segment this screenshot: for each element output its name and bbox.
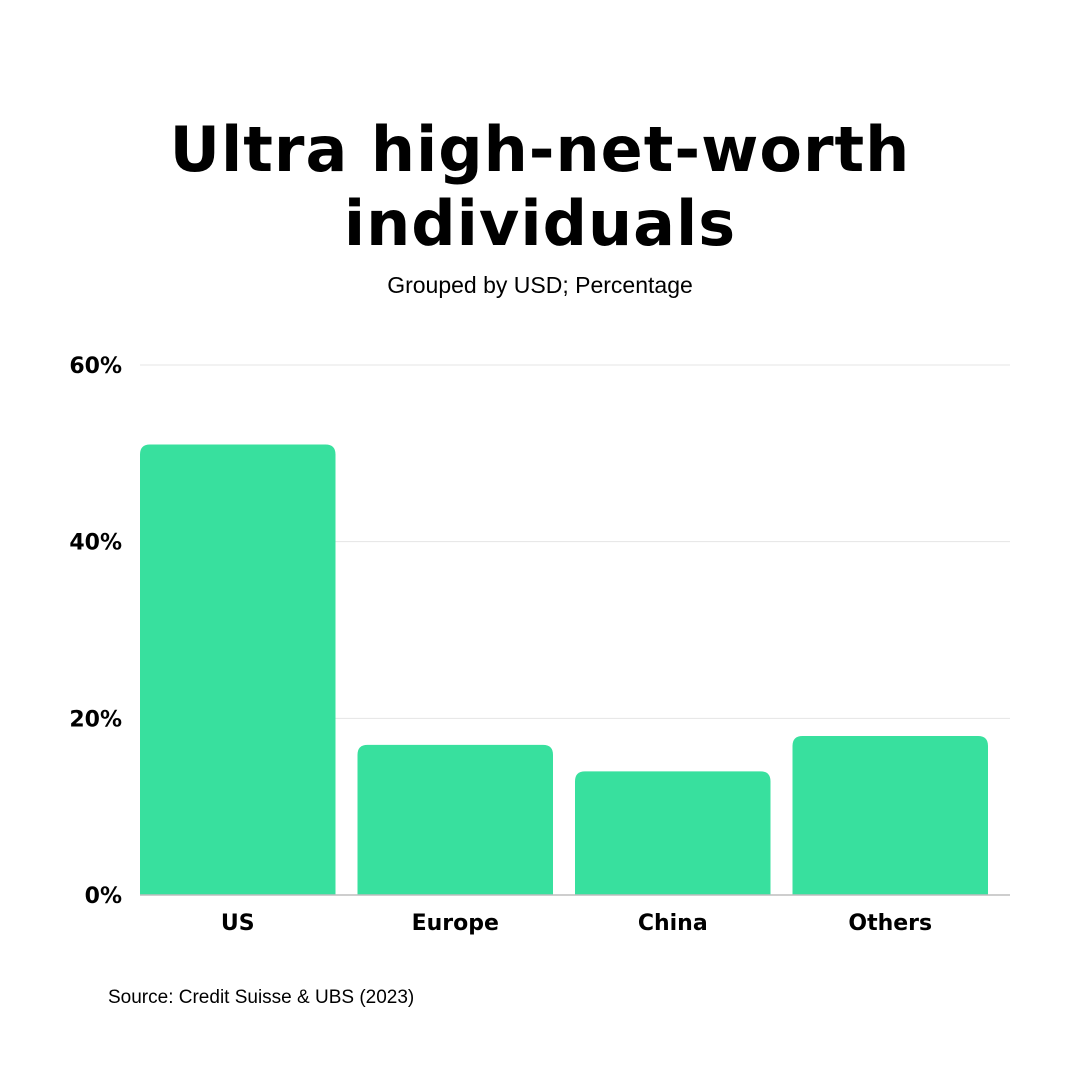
bar-china bbox=[575, 771, 771, 895]
x-tick-label: Europe bbox=[412, 911, 499, 936]
y-axis-tick-labels: 0% 20% 40% 60% bbox=[69, 354, 122, 909]
x-tick-label: China bbox=[638, 911, 708, 936]
bar-europe bbox=[357, 744, 553, 895]
x-tick-label: US bbox=[221, 911, 255, 936]
chart-title-line-1: Ultra high-net-worth bbox=[169, 113, 911, 186]
bar-us bbox=[140, 444, 336, 895]
y-tick-label: 0% bbox=[85, 884, 122, 909]
source-note: Source: Credit Suisse & UBS (2023) bbox=[108, 987, 415, 1008]
y-tick-label: 60% bbox=[69, 354, 122, 379]
chart-title-line-2: individuals bbox=[343, 187, 737, 260]
y-tick-label: 40% bbox=[69, 531, 122, 556]
bars bbox=[140, 444, 988, 895]
y-tick-label: 20% bbox=[69, 707, 122, 732]
bar-others bbox=[792, 736, 988, 895]
x-axis-tick-labels: US Europe China Others bbox=[221, 911, 932, 936]
chart-subtitle: Grouped by USD; Percentage bbox=[387, 272, 693, 298]
x-tick-label: Others bbox=[848, 911, 932, 936]
